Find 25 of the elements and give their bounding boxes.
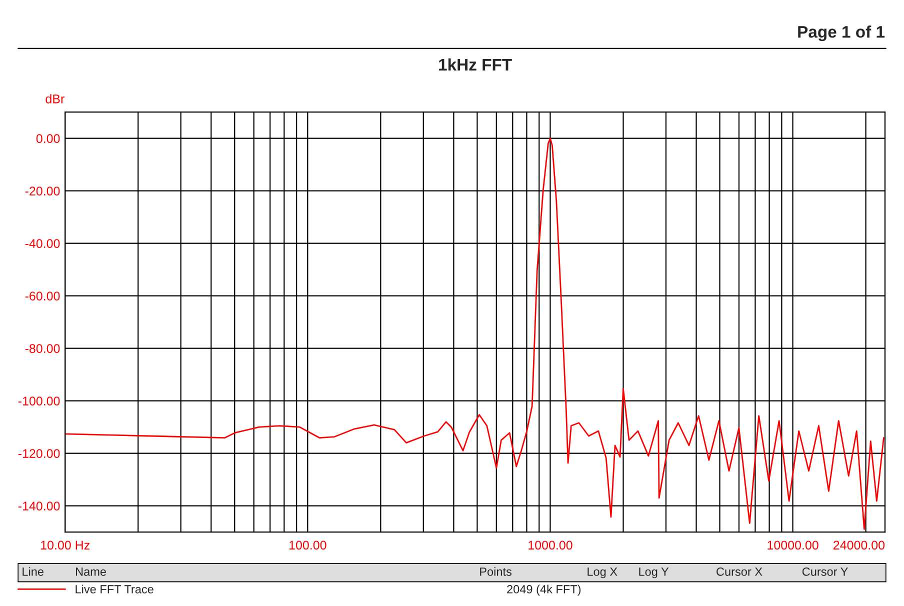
text: Page 1 of 1 [798, 26, 885, 42]
y-tick-label: -20.00 [25, 186, 60, 196]
text: 2049 (4k FFT) [507, 584, 581, 596]
y-tick-label: -40.00 [25, 239, 60, 248]
text: Line [22, 567, 44, 576]
x-tick-label: 24000.00 [834, 540, 885, 550]
legend-label: Live FFT Trace [76, 584, 154, 594]
text: Cursor Y [802, 567, 848, 576]
x-tick-label: 10000.00 [768, 540, 818, 550]
y-tick-label: -80.00 [25, 344, 60, 353]
x-tick-label: 1000.00 [528, 540, 572, 550]
y-tick-label: -100.00 [18, 396, 60, 406]
y-tick-label: -120.00 [18, 449, 60, 458]
text: Points [480, 567, 512, 576]
text: Cursor X [716, 567, 762, 576]
y-axis-title: dBr [46, 94, 64, 104]
x-tick-label: 10.00 Hz [41, 540, 90, 550]
y-tick-label: -60.00 [25, 292, 60, 300]
text: Log Y [639, 568, 669, 578]
chart-title: 1kHz FFT [439, 58, 512, 70]
y-tick-label: -140.00 [18, 502, 60, 510]
x-tick-label: 100.00 [289, 540, 326, 550]
text: Log X [588, 568, 618, 578]
y-tick-label: 0.00 [36, 134, 60, 144]
text: Name [76, 568, 106, 576]
